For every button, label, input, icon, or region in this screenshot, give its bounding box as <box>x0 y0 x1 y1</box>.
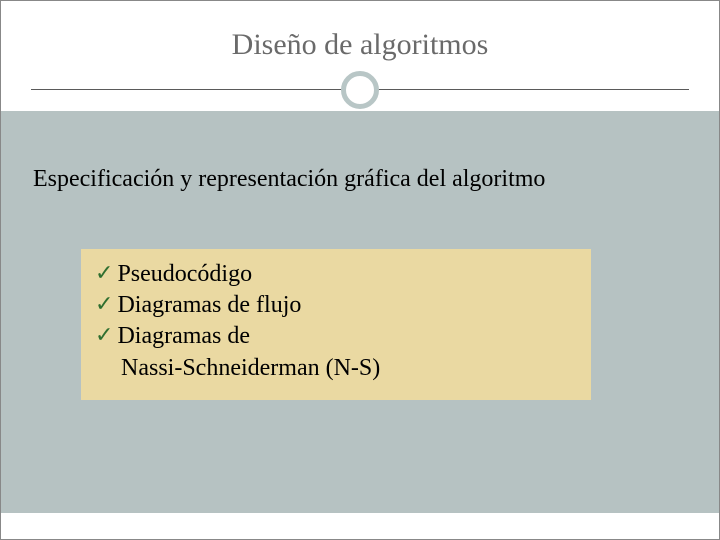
list-item: ✓ Diagramas de <box>95 321 577 352</box>
checkmark-icon: ✓ <box>95 321 113 350</box>
checkmark-icon: ✓ <box>95 290 113 319</box>
footer-strip <box>1 513 719 539</box>
bullet-text: Diagramas de <box>117 321 250 352</box>
list-item: ✓ Pseudocódigo <box>95 259 577 290</box>
body-panel: Especificación y representación gráfica … <box>1 111 719 513</box>
circle-ornament-icon <box>341 71 379 109</box>
list-item: ✓ Diagramas de flujo <box>95 290 577 321</box>
bullet-text: Diagramas de flujo <box>117 290 301 321</box>
slide: Diseño de algoritmos Especificación y re… <box>0 0 720 540</box>
slide-title: Diseño de algoritmos <box>232 28 489 62</box>
checkmark-icon: ✓ <box>95 259 113 288</box>
content-box: ✓ Pseudocódigo ✓ Diagramas de flujo ✓ Di… <box>81 249 591 400</box>
bullet-continuation: Nassi-Schneiderman (N-S) <box>95 353 577 384</box>
slide-subtitle: Especificación y representación gráfica … <box>33 166 699 193</box>
bullet-text: Pseudocódigo <box>117 259 252 290</box>
